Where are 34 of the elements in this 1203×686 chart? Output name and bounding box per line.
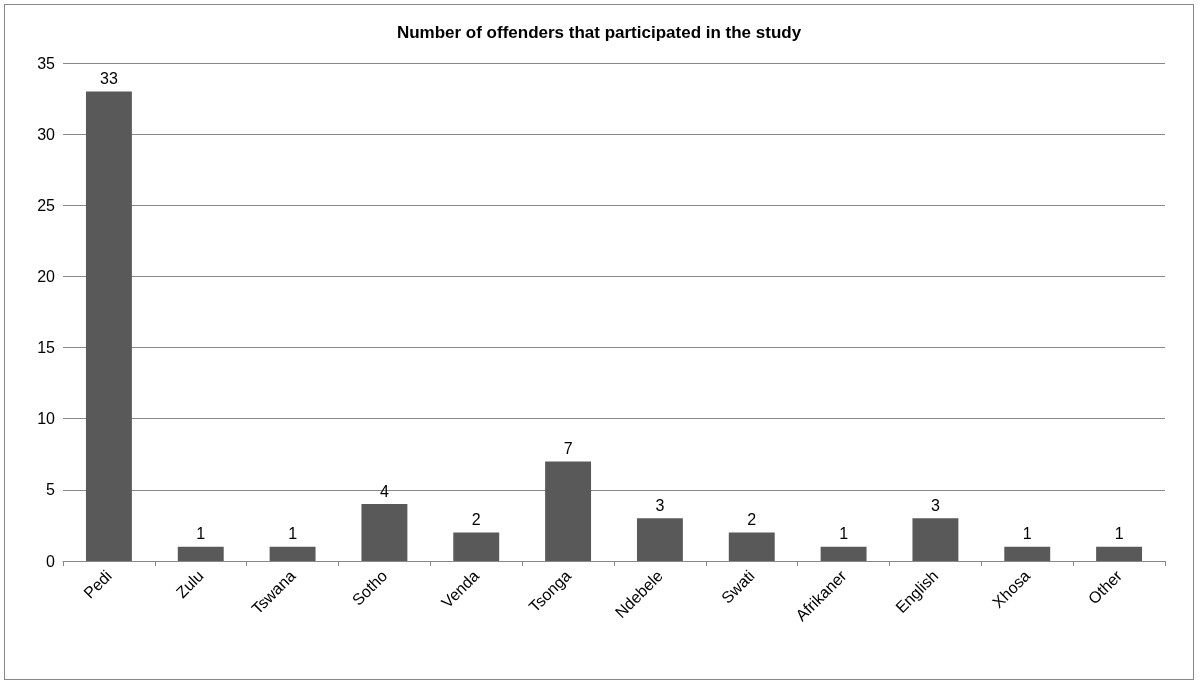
data-label: 1 [1022,525,1032,543]
y-tick-label: 30 [37,125,56,143]
bar [1096,546,1143,561]
y-tick-label: 25 [37,196,56,214]
bar [912,518,959,561]
bar [269,546,316,561]
y-tick-label: 35 [37,54,56,72]
bar [636,518,683,561]
y-tick-label: 0 [46,552,56,570]
y-tick-label: 20 [37,267,56,285]
data-label: 1 [196,525,206,543]
bar [453,532,500,561]
bar [728,532,775,561]
data-label: 1 [288,525,298,543]
data-label: 33 [100,69,118,87]
data-label: 2 [747,511,757,529]
bar [820,546,867,561]
y-tick-label: 10 [37,410,56,428]
bar [545,461,592,561]
data-label: 3 [655,496,665,514]
y-tick-label: 15 [37,339,56,357]
data-label: 7 [563,439,573,457]
bar [85,91,132,561]
data-label: 4 [379,482,389,500]
data-label: 1 [839,525,849,543]
x-tick-label: Zulu [172,566,207,602]
bar [361,504,408,561]
bar [177,546,224,561]
data-label: 1 [1114,525,1124,543]
chart-title: Number of offenders that participated in the study [396,23,802,42]
data-label: 2 [471,511,481,529]
bar [1004,546,1051,561]
y-tick-label: 5 [46,481,56,499]
data-label: 3 [930,496,940,514]
